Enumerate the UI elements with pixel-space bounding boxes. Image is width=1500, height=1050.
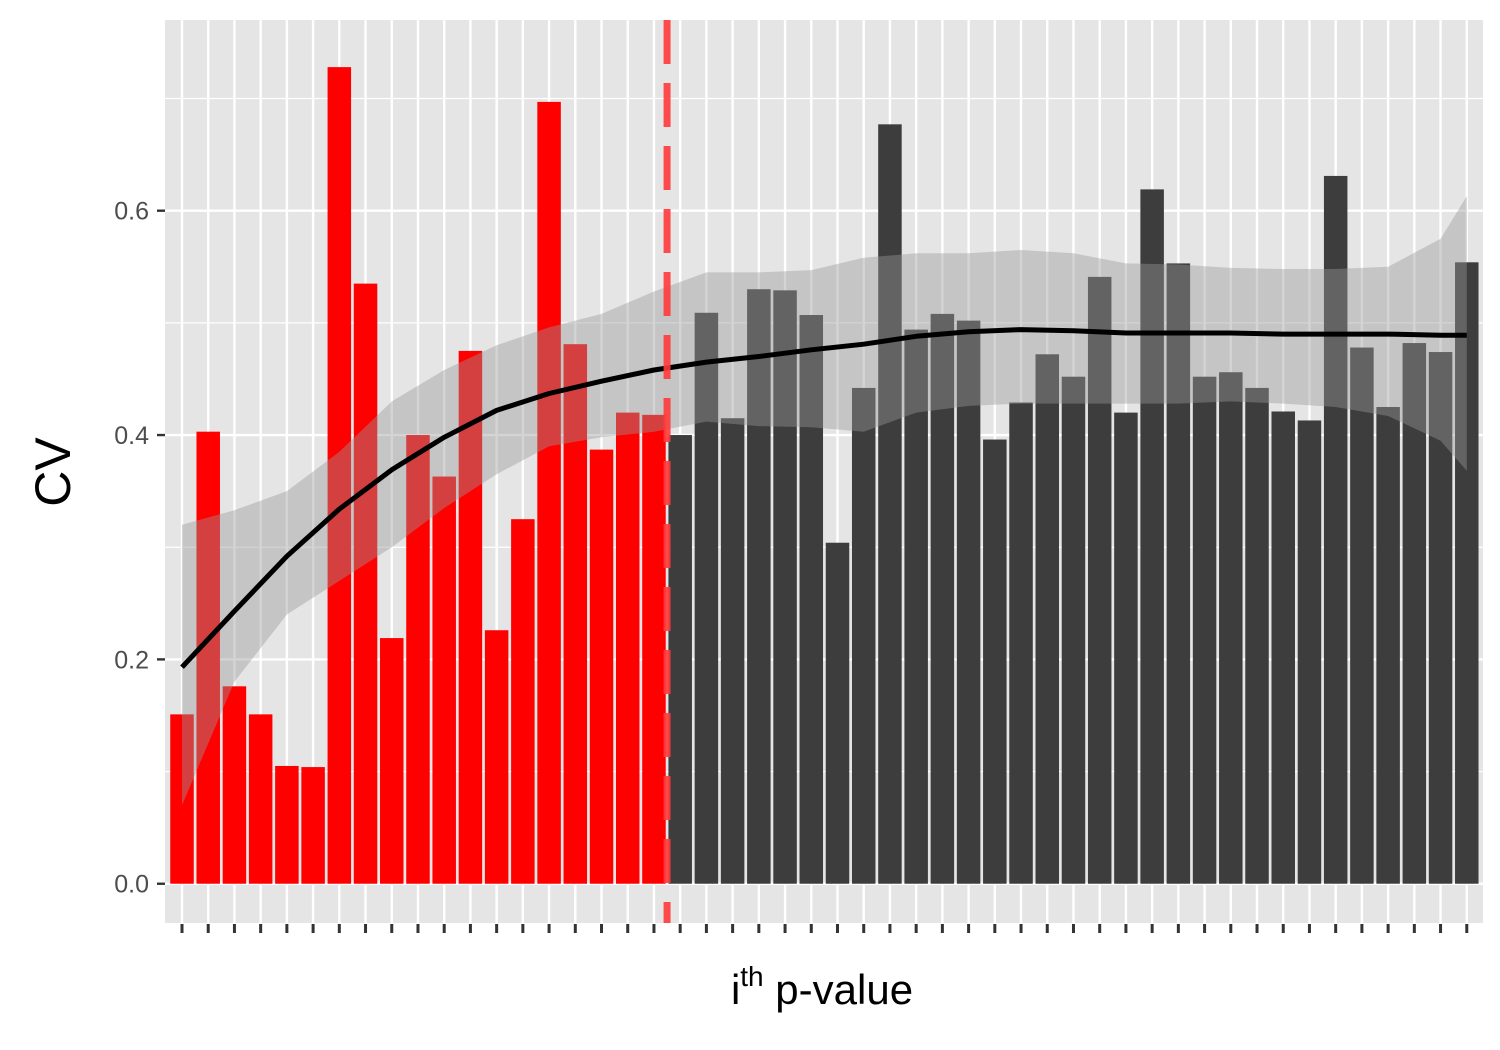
x-axis <box>180 924 1469 933</box>
bar-11 <box>432 476 456 884</box>
bar-37 <box>1114 412 1138 884</box>
bar-17 <box>589 449 614 884</box>
confidence-ribbon <box>182 196 1467 806</box>
bar-44 <box>1297 420 1322 884</box>
bar-32 <box>983 439 1007 884</box>
bar-4 <box>248 714 273 884</box>
bar-33 <box>1009 402 1033 884</box>
bar-3 <box>222 686 247 884</box>
bar-22 <box>720 418 745 884</box>
bar-9 <box>380 638 404 884</box>
bar-39 <box>1166 263 1191 884</box>
bar-6 <box>301 767 325 884</box>
bar-28 <box>878 124 902 884</box>
y-tick-label: 0.0 <box>114 871 149 899</box>
bars <box>170 67 1479 884</box>
bar-41 <box>1219 372 1243 884</box>
bar-29 <box>904 329 928 884</box>
bar-24 <box>773 290 797 884</box>
bar-36 <box>1087 276 1112 884</box>
y-tick-label: 0.2 <box>114 646 149 674</box>
y-axis-title: CV <box>25 437 81 507</box>
bar-16 <box>563 344 588 884</box>
bar-42 <box>1245 387 1269 884</box>
bar-25 <box>799 315 824 884</box>
bar-50 <box>1455 262 1479 884</box>
bar-43 <box>1271 411 1295 884</box>
y-tick-label: 0.6 <box>114 198 149 226</box>
bar-19 <box>642 414 666 884</box>
smooth-curve <box>180 327 1467 669</box>
bar-5 <box>275 765 299 884</box>
x-axis-title-superscript: th <box>740 961 763 992</box>
bar-30 <box>930 313 955 884</box>
bar-38 <box>1140 189 1164 884</box>
bar-12 <box>458 350 483 884</box>
bar-40 <box>1192 376 1217 884</box>
bar-10 <box>406 435 430 884</box>
bar-35 <box>1061 376 1086 884</box>
bar-48 <box>1402 343 1427 884</box>
bar-20 <box>668 435 692 884</box>
bar-14 <box>511 519 535 884</box>
bar-1 <box>170 714 194 884</box>
bar-45 <box>1323 175 1348 884</box>
bar-26 <box>825 542 850 884</box>
x-axis-title: ith p-value <box>731 961 913 1013</box>
bar-21 <box>694 312 719 884</box>
bar-27 <box>851 387 876 884</box>
bar-2 <box>196 431 220 884</box>
bar-8 <box>353 283 378 884</box>
y-tick-label: 0.4 <box>114 422 149 450</box>
bar-7 <box>327 67 352 884</box>
bar-47 <box>1376 407 1400 884</box>
bar-34 <box>1035 354 1060 884</box>
bar-23 <box>747 289 771 884</box>
x-axis-title-main: i <box>731 966 740 1013</box>
bar-31 <box>956 320 981 884</box>
bar-18 <box>615 412 640 884</box>
loess-line <box>180 327 1467 669</box>
x-axis-title-rest: p-value <box>764 966 913 1013</box>
bar-15 <box>537 101 561 884</box>
confidence-band <box>182 196 1467 806</box>
bar-49 <box>1428 352 1453 884</box>
y-axis: 0.0 0.2 0.4 0.6 <box>114 198 165 899</box>
bar-13 <box>484 630 509 884</box>
bar-46 <box>1350 347 1374 884</box>
